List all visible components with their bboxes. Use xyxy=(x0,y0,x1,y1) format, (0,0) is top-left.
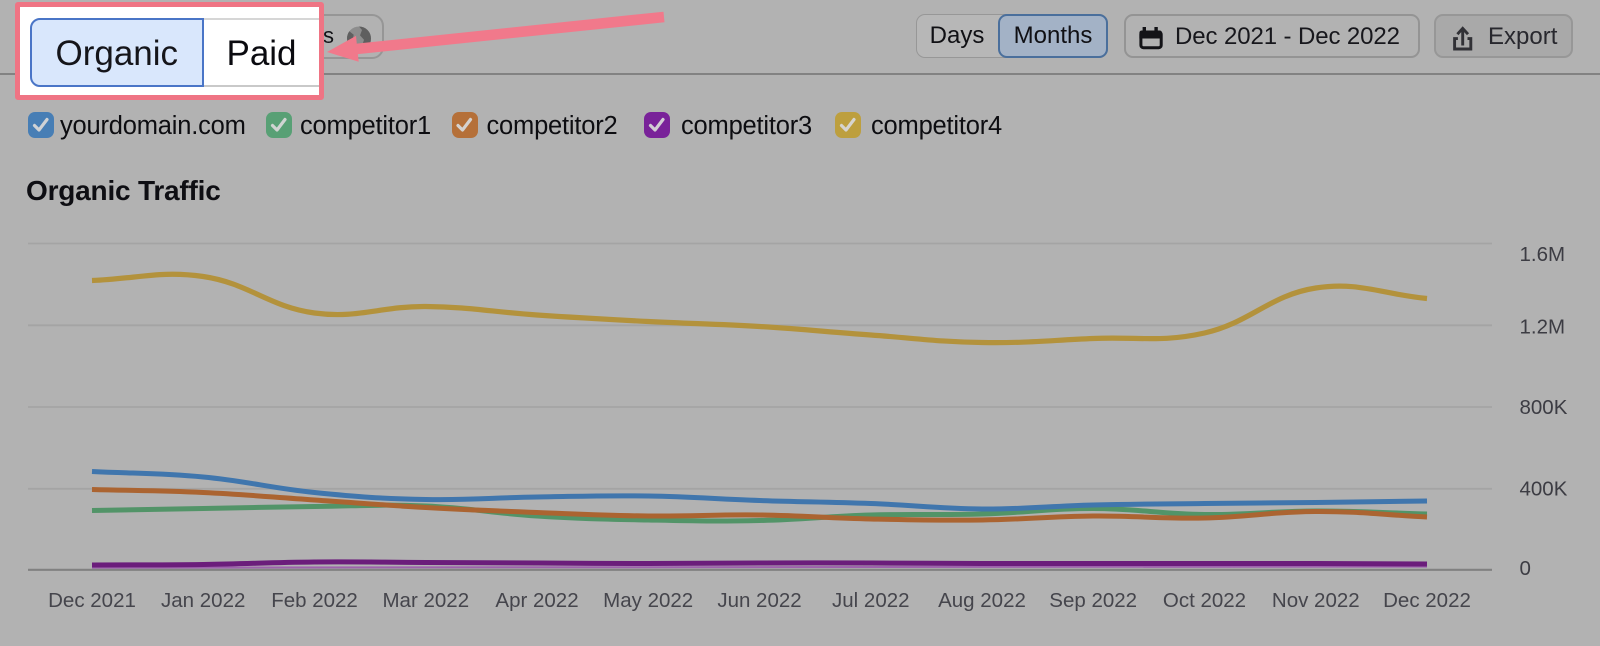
svg-text:Jul 2022: Jul 2022 xyxy=(832,589,910,612)
svg-text:May 2022: May 2022 xyxy=(603,589,693,612)
svg-text:1.6M: 1.6M xyxy=(1520,243,1566,266)
svg-text:Aug 2022: Aug 2022 xyxy=(938,589,1026,612)
svg-text:Nov 2022: Nov 2022 xyxy=(1272,589,1360,612)
svg-text:Oct 2022: Oct 2022 xyxy=(1163,589,1246,612)
svg-text:Feb 2022: Feb 2022 xyxy=(271,589,358,612)
svg-text:800K: 800K xyxy=(1520,396,1568,419)
svg-text:Jun 2022: Jun 2022 xyxy=(717,589,801,612)
svg-text:Jan 2022: Jan 2022 xyxy=(161,589,245,612)
svg-text:1.2M: 1.2M xyxy=(1520,315,1566,338)
svg-text:Apr 2022: Apr 2022 xyxy=(495,589,578,612)
svg-text:Mar 2022: Mar 2022 xyxy=(382,589,469,612)
svg-text:400K: 400K xyxy=(1520,478,1568,501)
svg-text:Sep 2022: Sep 2022 xyxy=(1049,589,1137,612)
svg-text:Dec 2022: Dec 2022 xyxy=(1383,589,1471,612)
svg-text:Dec 2021: Dec 2021 xyxy=(48,589,136,612)
svg-text:0: 0 xyxy=(1520,557,1531,580)
